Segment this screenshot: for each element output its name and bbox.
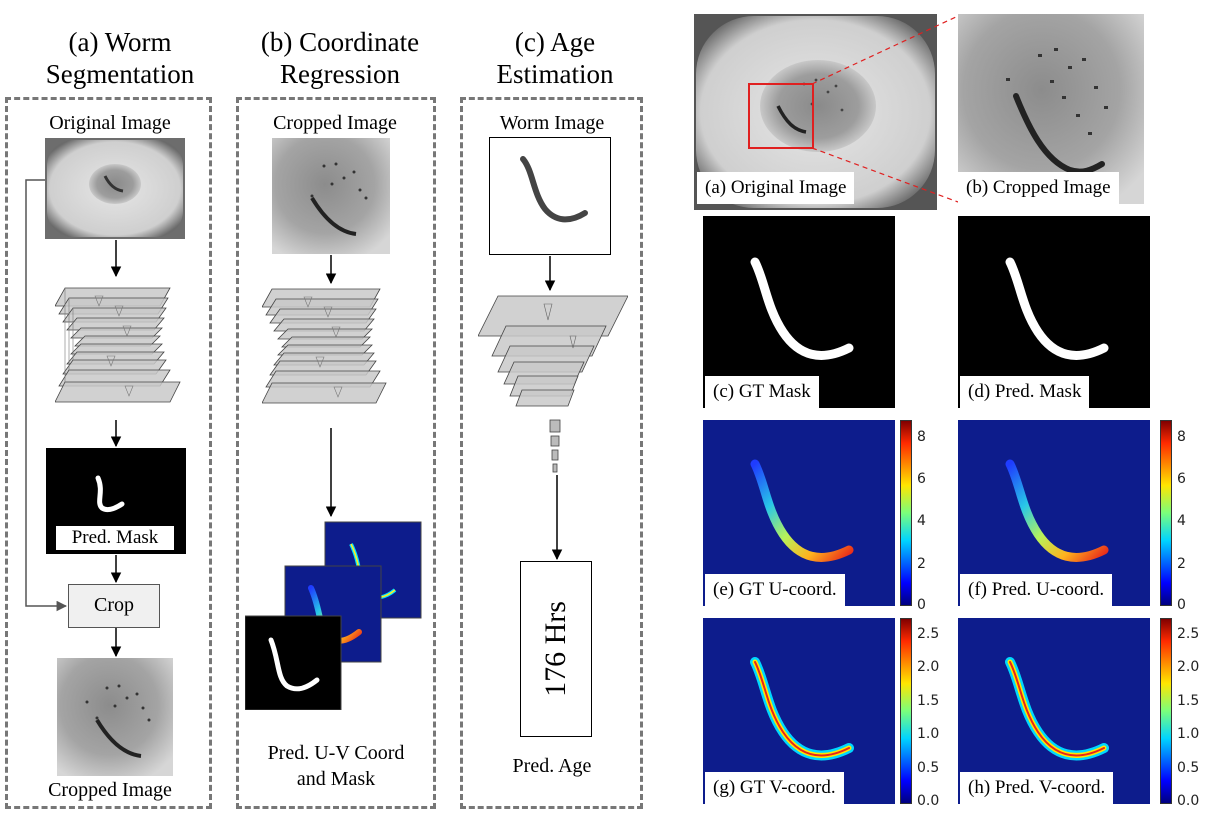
v-pred-tick: 2.0 <box>1177 659 1200 675</box>
col-b-title-line1: (b) Coordinate <box>260 27 420 57</box>
col-a-title-line2: Segmentation <box>45 59 195 89</box>
col-c-worm-image <box>489 137 611 255</box>
col-c-frame <box>460 97 643 809</box>
col-c-age-box: 176 Hrs <box>520 561 592 737</box>
col-a-segmentation-network <box>55 287 181 403</box>
caption-c: (c) GT Mask <box>705 376 819 408</box>
col-a-original-image <box>45 138 185 239</box>
v-pred-tick: 0.0 <box>1177 793 1200 809</box>
col-a-mask-worm <box>95 475 125 513</box>
col-a-title: (a) Worm Segmentation <box>20 26 220 90</box>
u-colorbar-pred <box>1160 420 1172 606</box>
u-gt-tick: 8 <box>917 429 926 445</box>
panel-e-u-worm <box>750 459 854 562</box>
u-pred-tick: 0 <box>1177 597 1186 613</box>
v-colorbar-gt <box>900 618 912 804</box>
col-b-regression-network <box>262 288 387 404</box>
col-c-input-label: Worm Image <box>499 112 605 134</box>
v-gt-tick: 1.5 <box>917 693 940 709</box>
col-c-arrows <box>544 256 563 561</box>
col-c-title-line1: (c) Age <box>514 27 596 57</box>
u-gt-tick: 2 <box>917 556 926 572</box>
col-b-arrows <box>325 255 337 518</box>
panel-c-mask-worm <box>750 257 854 360</box>
col-a-pred-mask-panel: Pred. Mask <box>46 448 186 554</box>
v-pred-tick: 1.5 <box>1177 693 1200 709</box>
caption-b: (b) Cropped Image <box>958 172 1119 204</box>
v-gt-tick: 0.0 <box>917 793 940 809</box>
col-a-arrows <box>25 179 122 658</box>
v-pred-tick: 2.5 <box>1177 626 1200 642</box>
col-c-title: (c) Age Estimation <box>455 26 655 90</box>
col-c-output-label: Pred. Age <box>512 755 592 777</box>
caption-h: (h) Pred. V-coord. <box>960 772 1114 804</box>
v-pred-tick: 1.0 <box>1177 726 1200 742</box>
v-colorbar-pred <box>1160 618 1172 804</box>
u-pred-tick: 4 <box>1177 513 1186 529</box>
col-b-title: (b) Coordinate Regression <box>230 26 450 90</box>
crop-connector-lines <box>811 15 959 203</box>
v-gt-tick: 2.0 <box>917 659 940 675</box>
col-b-output-line2: and Mask <box>296 768 376 790</box>
col-a-frame <box>5 97 212 809</box>
u-pred-tick: 6 <box>1177 471 1186 487</box>
caption-e: (e) GT U-coord. <box>705 574 845 606</box>
caption-g: (g) GT V-coord. <box>705 772 844 804</box>
u-gt-tick: 4 <box>917 513 926 529</box>
caption-d: (d) Pred. Mask <box>960 376 1090 408</box>
panel-g-v-worm <box>750 657 854 761</box>
caption-f: (f) Pred. U-coord. <box>960 574 1113 606</box>
v-gt-tick: 1.0 <box>917 726 940 742</box>
panel-h-v-worm <box>1005 657 1109 761</box>
u-gt-tick: 0 <box>917 597 926 613</box>
col-a-mask-label: Pred. Mask <box>56 526 174 550</box>
col-b-title-line2: Regression <box>280 59 400 89</box>
col-b-output-stack <box>245 521 422 710</box>
col-b-input-label: Cropped Image <box>273 112 397 134</box>
col-b-cropped-image <box>272 138 390 254</box>
panel-d-mask-worm <box>1005 257 1109 360</box>
col-c-title-line2: Estimation <box>496 59 614 89</box>
col-a-title-line1: (a) Worm <box>68 27 172 57</box>
v-gt-tick: 2.5 <box>917 626 940 642</box>
col-c-age-network <box>478 295 628 473</box>
col-b-output-label: Pred. U-V Coord and Mask <box>240 740 432 792</box>
u-colorbar-gt <box>900 420 912 606</box>
col-b-output-line1: Pred. U-V Coord <box>267 742 405 764</box>
u-pred-tick: 8 <box>1177 429 1186 445</box>
u-pred-tick: 2 <box>1177 556 1186 572</box>
col-a-crop-label: Crop <box>94 594 134 616</box>
col-a-output-label: Cropped Image <box>48 779 172 801</box>
col-a-cropped-image <box>57 658 173 776</box>
panel-f-u-worm <box>1005 459 1109 562</box>
caption-a: (a) Original Image <box>697 172 855 204</box>
v-gt-tick: 0.5 <box>917 760 940 776</box>
col-a-input-label: Original Image <box>49 112 171 134</box>
col-a-crop-box: Crop <box>68 584 160 628</box>
v-pred-tick: 0.5 <box>1177 760 1200 776</box>
col-b-frame <box>236 97 436 809</box>
u-gt-tick: 6 <box>917 471 926 487</box>
